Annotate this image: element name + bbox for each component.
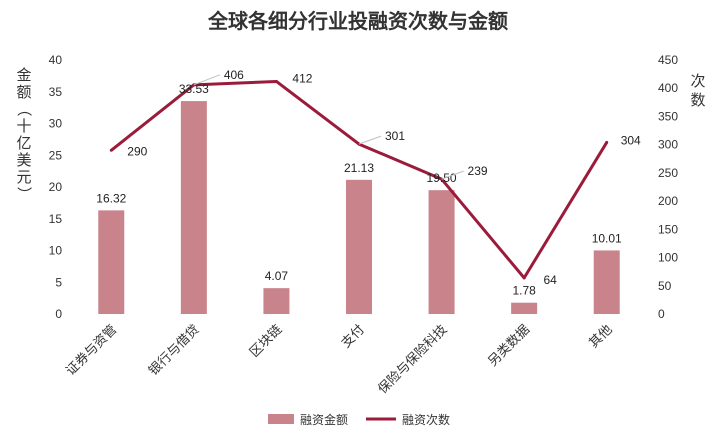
- leader-line: [358, 135, 382, 145]
- y-tick-label: 30: [49, 117, 63, 131]
- y2-tick-label: 350: [658, 109, 678, 123]
- y-tick-label: 20: [49, 180, 63, 194]
- y-axis-label-char: 金: [16, 66, 31, 84]
- line-point: [522, 276, 526, 280]
- y-axis-label-char: ）: [15, 186, 33, 201]
- y2-tick-label: 200: [658, 194, 678, 208]
- bar-value-label: 21.13: [344, 161, 374, 175]
- category-labels: 证券与资管 银行与借贷 区块链 支付 保险与保险科技 另类数据 其他: [63, 322, 616, 398]
- y2-axis-ticks: 0 50 100 150 200 250 300 350 400 450: [658, 53, 678, 321]
- legend-bar-swatch: [268, 414, 294, 424]
- leader-line: [441, 170, 464, 180]
- y2-tick-label: 100: [658, 251, 678, 265]
- line-value-label: 304: [621, 133, 641, 147]
- line-value-label: 412: [292, 71, 312, 85]
- bar-value-label: 1.78: [512, 284, 536, 298]
- y2-axis-label-char: 次: [690, 72, 705, 90]
- leader-line: [193, 74, 221, 86]
- bar: [511, 302, 538, 314]
- chart-title: 全球各细分行业投融资次数与金额: [207, 9, 508, 33]
- y2-tick-label: 150: [658, 222, 678, 236]
- y-axis-label-char: （: [15, 101, 33, 116]
- y-tick-label: 15: [49, 212, 63, 226]
- y-tick-label: 0: [55, 307, 62, 321]
- line-value-label: 301: [385, 129, 405, 143]
- y-axis-label-char: 美: [16, 151, 31, 169]
- bar: [98, 210, 125, 314]
- y-tick-label: 25: [49, 148, 63, 162]
- bar: [263, 288, 290, 314]
- category-label: 区块链: [247, 322, 285, 360]
- y-axis-label-char: 十: [16, 117, 31, 135]
- category-label: 保险与保险科技: [375, 322, 450, 397]
- y-tick-label: 35: [49, 85, 63, 99]
- category-label: 证券与资管: [63, 322, 120, 379]
- line-point: [605, 140, 609, 144]
- legend: 融资金额 融资次数: [268, 412, 450, 427]
- y-tick-label: 40: [49, 53, 63, 67]
- bar-series: [98, 101, 620, 314]
- line-value-label: 406: [224, 68, 244, 82]
- bar-value-label: 16.32: [96, 191, 126, 205]
- category-label: 银行与借贷: [146, 322, 203, 379]
- line-value-label: 64: [543, 273, 557, 287]
- bar: [346, 179, 372, 314]
- line-point: [109, 148, 113, 152]
- line-point: [274, 79, 278, 83]
- bar: [593, 250, 620, 314]
- data-labels: 16.32 33.53 4.07 21.13 19.50 1.78 10.01 290 406 4…: [96, 68, 641, 298]
- y2-tick-label: 450: [658, 53, 678, 67]
- bar: [180, 101, 207, 314]
- legend-line-label: 融资次数: [402, 412, 450, 427]
- line-value-label: 239: [468, 164, 488, 178]
- y-axis-label-char: 额: [16, 83, 31, 101]
- category-label: 支付: [339, 322, 368, 351]
- y2-tick-label: 300: [658, 138, 678, 152]
- y-axis-label-char: 亿: [16, 134, 31, 152]
- legend-bar-label: 融资金额: [300, 412, 348, 427]
- y2-tick-label: 400: [658, 81, 678, 95]
- y-axis-label-char: 元: [16, 168, 31, 186]
- y2-axis-label: 次数: [690, 72, 705, 109]
- category-label: 其他: [587, 322, 616, 351]
- bar-value-label: 4.07: [265, 269, 289, 283]
- bar: [428, 190, 455, 314]
- category-label: 另类数据: [486, 322, 533, 369]
- y2-tick-label: 250: [658, 166, 678, 180]
- y-tick-label: 10: [49, 244, 63, 258]
- y2-tick-label: 50: [658, 279, 672, 293]
- bar-value-label: 19.50: [427, 171, 457, 185]
- bar-value-label: 33.53: [179, 82, 209, 96]
- y-axis-ticks: 0 5 10 15 20 25 30 35 40: [49, 53, 63, 321]
- y2-tick-label: 0: [658, 307, 665, 321]
- line-value-label: 290: [127, 144, 147, 158]
- y-tick-label: 5: [55, 275, 62, 289]
- y2-axis-label-char: 数: [690, 91, 705, 109]
- bar-value-label: 10.01: [592, 231, 622, 245]
